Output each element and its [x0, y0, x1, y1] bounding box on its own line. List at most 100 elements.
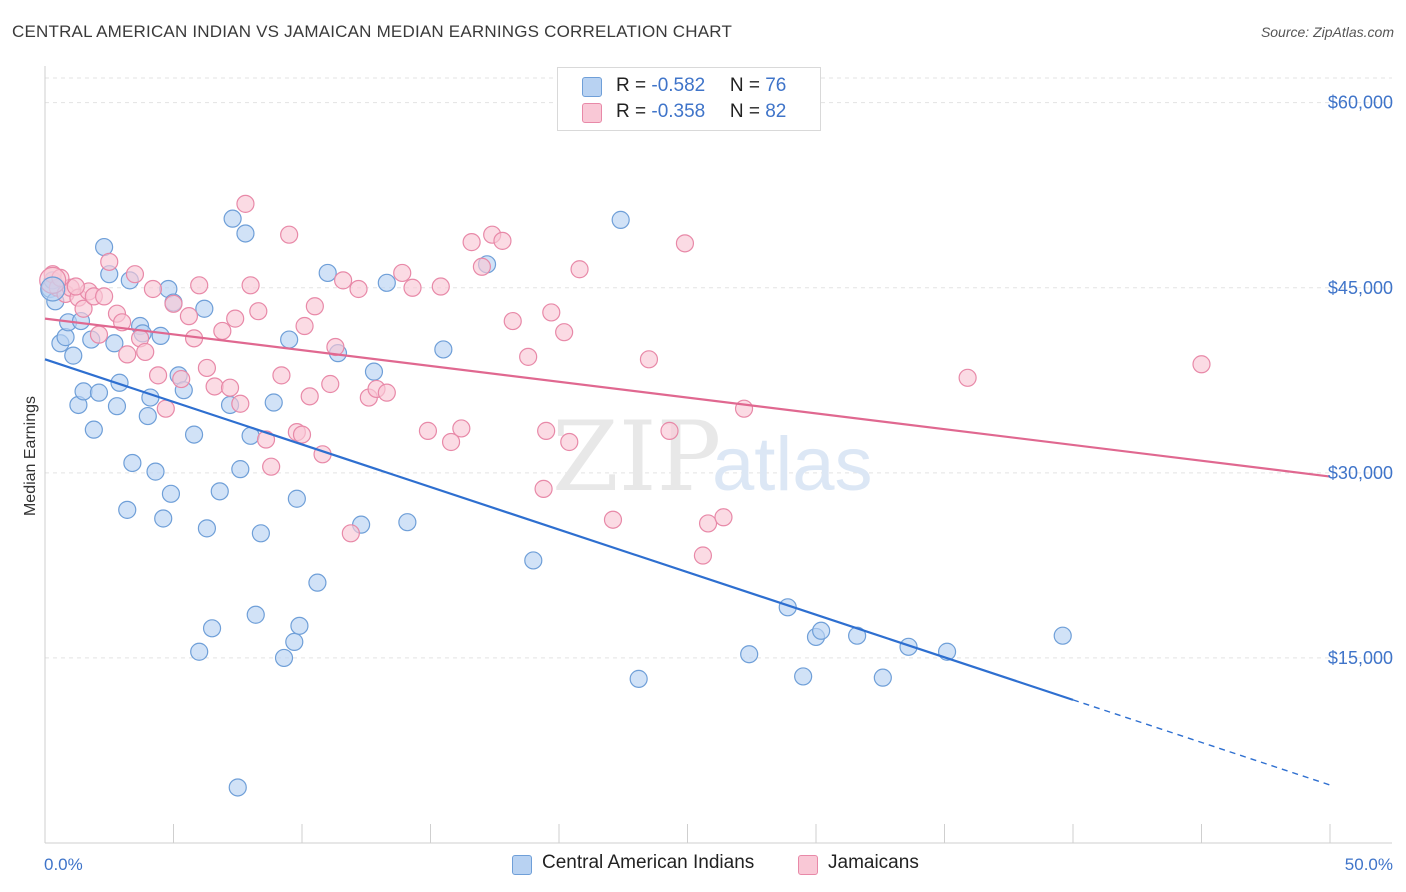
y-tick-label: $60,000	[1328, 93, 1393, 113]
point-jamaicans	[89, 325, 109, 344]
bottom-legend-label: Central American Indians	[542, 852, 755, 873]
point-central-american-indians	[161, 484, 181, 503]
point-central-american-indians	[308, 573, 327, 592]
y-tick-label: $30,000	[1328, 463, 1393, 483]
axes	[44, 66, 1392, 844]
legend-r-label: R =	[616, 75, 652, 96]
point-jamaicans	[190, 276, 209, 295]
point-jamaicans	[334, 271, 353, 290]
point-jamaicans	[226, 309, 245, 328]
point-central-american-indians	[107, 397, 127, 416]
point-central-american-indians	[899, 637, 918, 656]
point-jamaicans	[205, 377, 224, 396]
legend-r-value: -0.358	[651, 101, 706, 122]
point-central-american-indians	[190, 642, 209, 661]
bottom-legend-label: Jamaicans	[828, 852, 919, 873]
point-central-american-indians	[110, 373, 129, 392]
point-jamaicans	[280, 225, 299, 244]
chart-title: CENTRAL AMERICAN INDIAN VS JAMAICAN MEDI…	[12, 22, 733, 41]
point-central-american-indians	[64, 346, 83, 365]
point-jamaicans	[125, 265, 145, 284]
point-central-american-indians	[197, 519, 217, 538]
point-central-american-indians	[236, 224, 255, 243]
point-jamaicans	[300, 387, 319, 406]
point-jamaicans	[156, 399, 175, 418]
point-central-american-indians	[56, 328, 75, 347]
point-central-american-indians	[318, 263, 337, 283]
point-central-american-indians	[398, 513, 417, 532]
point-jamaicans	[503, 311, 522, 331]
point-central-american-indians	[364, 362, 384, 381]
point-jamaicans	[241, 276, 260, 295]
point-jamaicans	[262, 457, 281, 476]
legend-r-value: -0.582	[651, 75, 706, 96]
trend-line-central-american-indians	[44, 358, 1074, 701]
point-central-american-indians	[184, 425, 204, 444]
trend-line-jamaicans	[44, 317, 1331, 478]
correlation-legend: R = -0.582 N = 76 R = -0.358 N = 82	[557, 67, 821, 131]
point-central-american-indians	[794, 667, 813, 686]
point-central-american-indians	[246, 605, 265, 624]
point-central-american-indians	[123, 453, 142, 473]
point-jamaicans	[403, 278, 422, 297]
legend-n-label: N =	[729, 75, 766, 96]
y-tick-label: $15,000	[1328, 648, 1393, 668]
point-jamaicans	[256, 430, 276, 449]
point-central-american-indians	[434, 340, 453, 359]
point-jamaicans	[452, 419, 471, 438]
tick-labels: $15,000 $30,000 $45,000 $60,000 0.0% 50.0%	[44, 93, 1393, 874]
point-central-american-indians	[118, 500, 137, 519]
data-points	[39, 194, 1211, 797]
point-jamaicans	[305, 297, 324, 316]
point-jamaicans	[292, 425, 312, 444]
point-jamaicans	[534, 479, 553, 498]
point-central-american-indians	[231, 460, 250, 479]
point-central-american-indians	[629, 669, 648, 688]
point-jamaicans	[179, 307, 199, 326]
legend-n-value: 76	[765, 75, 787, 96]
point-central-american-indians	[74, 382, 93, 401]
point-jamaicans	[693, 546, 713, 565]
watermark-atlas: atlas	[712, 422, 873, 507]
point-jamaicans	[74, 299, 93, 318]
point-jamaicans	[236, 194, 255, 213]
point-jamaicans	[958, 368, 977, 387]
y-tick-label: $45,000	[1328, 278, 1393, 298]
point-jamaicans	[118, 345, 137, 364]
point-jamaicans	[220, 378, 240, 397]
point-jamaicans	[570, 260, 589, 279]
point-central-american-indians	[524, 551, 543, 570]
point-central-american-indians	[285, 632, 304, 651]
point-jamaicans	[418, 421, 438, 440]
y-axis-title: Median Earnings	[22, 396, 39, 516]
point-jamaicans	[519, 347, 538, 366]
point-jamaicans	[675, 234, 695, 253]
point-jamaicans	[472, 257, 491, 276]
point-jamaicans	[95, 287, 114, 306]
point-jamaicans	[493, 231, 512, 250]
legend-n-value: 82	[765, 101, 787, 122]
point-central-american-indians	[740, 645, 759, 664]
point-central-american-indians	[84, 420, 103, 439]
point-jamaicans	[272, 366, 291, 385]
legend-swatch-pink	[582, 103, 602, 123]
point-jamaicans	[639, 350, 659, 369]
point-jamaicans	[377, 383, 396, 402]
point-jamaicans	[143, 279, 163, 299]
point-jamaicans	[100, 252, 119, 271]
point-jamaicans	[349, 279, 368, 299]
point-jamaicans	[555, 323, 574, 342]
legend-swatch-blue	[582, 77, 602, 97]
source-note: Source: ZipAtlas.com	[1260, 24, 1394, 40]
point-jamaicans	[660, 421, 679, 440]
legend-r-label: R =	[616, 101, 652, 122]
bottom-legend-swatch-pink	[798, 855, 818, 875]
point-central-american-indians	[611, 210, 630, 229]
point-jamaicans	[560, 432, 579, 452]
point-jamaicans	[295, 316, 314, 336]
point-central-american-indians	[251, 524, 270, 543]
point-central-american-indians	[873, 668, 892, 687]
point-jamaicans	[441, 432, 461, 452]
point-jamaicans	[172, 369, 191, 389]
